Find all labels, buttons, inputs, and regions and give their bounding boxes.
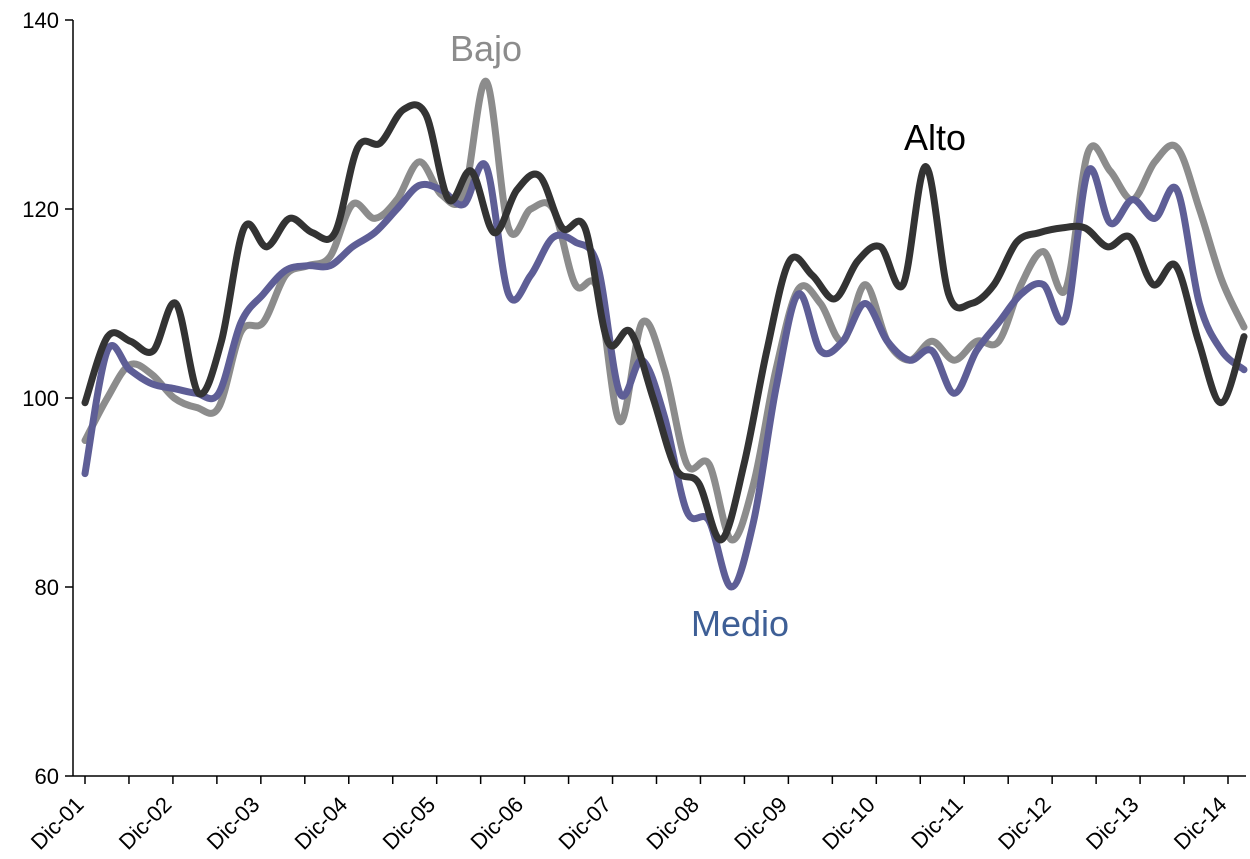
series-label-medio: Medio bbox=[691, 603, 789, 644]
series-label-alto: Alto bbox=[904, 117, 966, 158]
x-tick-label: Dic-03 bbox=[202, 792, 265, 855]
x-tick-label: Dic-04 bbox=[290, 792, 353, 855]
y-tick-label: 60 bbox=[35, 764, 59, 789]
series-line-alto bbox=[81, 101, 1248, 544]
x-tick-label: Dic-11 bbox=[906, 792, 967, 853]
y-tick-label: 120 bbox=[22, 197, 59, 222]
y-ticks: 60 80 100 120 140 bbox=[22, 8, 73, 789]
y-tick-label: 100 bbox=[22, 386, 59, 411]
series-labels: Bajo Medio Alto bbox=[450, 28, 966, 644]
y-tick-label: 80 bbox=[35, 575, 59, 600]
x-tick-label: Dic-13 bbox=[1081, 792, 1144, 855]
x-tick-label: Dic-02 bbox=[114, 792, 177, 855]
x-tick-label: Dic-09 bbox=[729, 792, 792, 855]
x-tick-label: Dic-14 bbox=[1169, 792, 1232, 855]
x-tick-label: Dic-06 bbox=[466, 792, 529, 855]
x-tick-label: Dic-08 bbox=[641, 792, 704, 855]
series-lines bbox=[81, 77, 1248, 591]
x-tick-label: Dic-07 bbox=[553, 792, 616, 855]
x-tick-label: Dic-10 bbox=[817, 792, 880, 855]
x-tick-label: Dic-01 bbox=[26, 792, 89, 855]
x-ticks: Dic-01 Dic-02 Dic-03 Dic-04 Dic-05 Dic-06 Dic-… bbox=[26, 776, 1232, 854]
x-tick-label: Dic-05 bbox=[378, 792, 441, 855]
y-tick-label: 140 bbox=[22, 8, 59, 33]
series-label-bajo: Bajo bbox=[450, 28, 522, 69]
series-line-medio bbox=[81, 160, 1248, 591]
x-tick-label: Dic-12 bbox=[993, 792, 1056, 855]
